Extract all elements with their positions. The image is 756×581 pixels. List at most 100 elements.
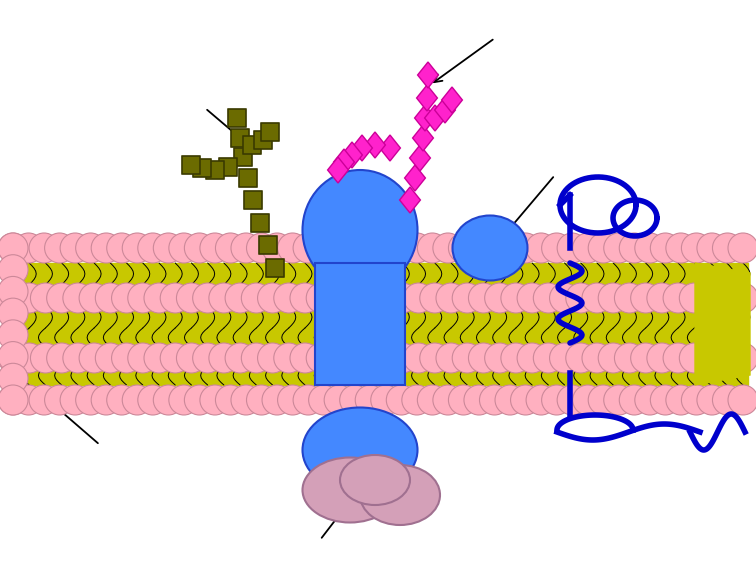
- FancyBboxPatch shape: [261, 123, 279, 141]
- Circle shape: [436, 343, 466, 373]
- Circle shape: [526, 385, 556, 415]
- Circle shape: [95, 283, 125, 313]
- Circle shape: [128, 283, 158, 313]
- Circle shape: [107, 385, 137, 415]
- Circle shape: [30, 283, 60, 313]
- Circle shape: [631, 343, 661, 373]
- Circle shape: [663, 283, 693, 313]
- Circle shape: [420, 343, 450, 373]
- Circle shape: [550, 283, 580, 313]
- Circle shape: [728, 233, 756, 263]
- Polygon shape: [5, 263, 748, 385]
- Circle shape: [215, 233, 246, 263]
- Circle shape: [565, 283, 596, 313]
- Circle shape: [619, 233, 649, 263]
- Circle shape: [696, 343, 726, 373]
- Circle shape: [728, 343, 756, 373]
- Circle shape: [464, 385, 494, 415]
- Circle shape: [541, 233, 572, 263]
- Polygon shape: [380, 135, 401, 161]
- Circle shape: [666, 385, 696, 415]
- Circle shape: [200, 385, 230, 415]
- Circle shape: [582, 343, 612, 373]
- Circle shape: [533, 343, 563, 373]
- Circle shape: [47, 343, 76, 373]
- FancyBboxPatch shape: [219, 158, 237, 176]
- Circle shape: [615, 343, 644, 373]
- Circle shape: [541, 385, 572, 415]
- Circle shape: [323, 283, 352, 313]
- Polygon shape: [695, 263, 750, 385]
- Circle shape: [169, 385, 199, 415]
- Circle shape: [448, 385, 479, 415]
- Circle shape: [417, 385, 448, 415]
- Circle shape: [485, 343, 515, 373]
- Circle shape: [371, 343, 401, 373]
- Circle shape: [47, 283, 76, 313]
- Circle shape: [79, 283, 109, 313]
- Circle shape: [308, 385, 339, 415]
- Circle shape: [0, 233, 28, 263]
- Circle shape: [0, 233, 28, 263]
- Circle shape: [176, 283, 206, 313]
- Circle shape: [495, 385, 525, 415]
- FancyBboxPatch shape: [254, 131, 272, 149]
- Circle shape: [225, 343, 255, 373]
- Polygon shape: [425, 105, 445, 131]
- Circle shape: [63, 283, 93, 313]
- Circle shape: [433, 385, 463, 415]
- Ellipse shape: [340, 455, 410, 505]
- Polygon shape: [364, 132, 386, 158]
- Circle shape: [200, 233, 230, 263]
- Circle shape: [112, 283, 141, 313]
- Circle shape: [387, 283, 417, 313]
- Circle shape: [76, 385, 106, 415]
- Circle shape: [402, 385, 432, 415]
- Circle shape: [262, 233, 292, 263]
- Circle shape: [469, 343, 498, 373]
- Circle shape: [29, 385, 59, 415]
- Circle shape: [209, 283, 239, 313]
- Circle shape: [324, 385, 354, 415]
- Circle shape: [550, 343, 580, 373]
- Circle shape: [79, 343, 109, 373]
- Circle shape: [60, 233, 90, 263]
- Circle shape: [386, 385, 417, 415]
- Circle shape: [63, 343, 93, 373]
- FancyBboxPatch shape: [231, 129, 249, 147]
- Circle shape: [153, 233, 183, 263]
- FancyBboxPatch shape: [239, 169, 257, 187]
- Circle shape: [122, 233, 152, 263]
- Circle shape: [501, 343, 531, 373]
- Circle shape: [339, 283, 369, 313]
- Circle shape: [184, 385, 215, 415]
- Circle shape: [0, 320, 28, 350]
- Circle shape: [60, 385, 90, 415]
- Circle shape: [565, 343, 596, 373]
- Circle shape: [14, 385, 44, 415]
- Circle shape: [386, 233, 417, 263]
- Circle shape: [339, 233, 370, 263]
- Circle shape: [30, 343, 60, 373]
- Circle shape: [464, 233, 494, 263]
- Circle shape: [573, 385, 603, 415]
- Circle shape: [370, 385, 401, 415]
- Polygon shape: [410, 145, 430, 171]
- Circle shape: [712, 385, 742, 415]
- Circle shape: [215, 385, 246, 415]
- Circle shape: [647, 283, 677, 313]
- Circle shape: [277, 233, 308, 263]
- Circle shape: [510, 385, 541, 415]
- Circle shape: [469, 283, 498, 313]
- Polygon shape: [400, 187, 420, 213]
- Circle shape: [404, 283, 433, 313]
- Circle shape: [138, 233, 168, 263]
- Circle shape: [0, 342, 28, 372]
- Circle shape: [485, 283, 515, 313]
- Circle shape: [0, 254, 28, 285]
- Circle shape: [712, 233, 742, 263]
- FancyBboxPatch shape: [228, 109, 246, 127]
- Circle shape: [588, 233, 618, 263]
- Circle shape: [433, 233, 463, 263]
- Circle shape: [91, 385, 121, 415]
